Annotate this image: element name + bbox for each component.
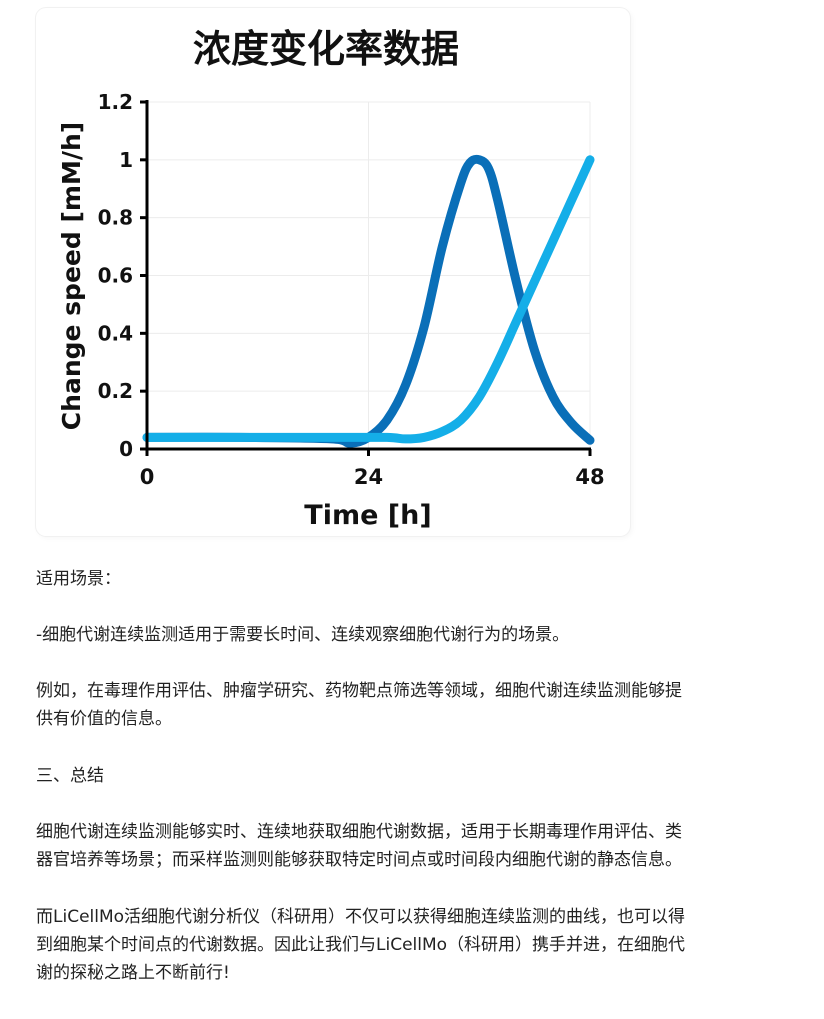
paragraph-line: 到细胞某个时间点的代谢数据。因此让我们与LiCellMo（科研用）携手并进，在细… xyxy=(36,935,686,955)
y-tick-label: 0.6 xyxy=(98,264,133,288)
paragraph-line: 器官培养等场景；而采样监测则能够获取特定时间点或时间段内细胞代谢的静态信息。 xyxy=(36,850,682,870)
x-tick-label: 48 xyxy=(575,465,604,489)
line-chart: 0 0.2 0.4 0.6 0.8 1 1.2 0 24 48 Time [h] Change spe… xyxy=(57,90,605,531)
paragraph-licellmo: 而LiCellMo活细胞代谢分析仪（科研用）不仅可以获得细胞连续监测的曲线，也可… xyxy=(36,903,685,987)
series-line-2 xyxy=(142,155,595,444)
x-axis-label: Time [h] xyxy=(304,500,431,531)
x-tick-label: 24 xyxy=(354,465,383,489)
section-heading-summary: 三、总结 xyxy=(36,766,104,786)
x-tick-label: 0 xyxy=(140,465,155,489)
paragraph-continuous-monitoring: -细胞代谢连续监测适用于需要长时间、连续观察细胞代谢行为的场景。 xyxy=(36,621,569,649)
y-tick-label: 0.2 xyxy=(98,379,133,403)
paragraph-line: 谢的探秘之路上不断前行! xyxy=(36,963,230,983)
chart-title: 浓度变化率数据 xyxy=(192,27,459,71)
y-tick-label: 1.2 xyxy=(98,90,133,114)
paragraph-line: -细胞代谢连续监测适用于需要长时间、连续观察细胞代谢行为的场景。 xyxy=(36,625,570,645)
paragraph-example: 例如，在毒理作用评估、肿瘤学研究、药物靶点筛选等领域，细胞代谢连续监测能够提 供… xyxy=(36,677,682,733)
paragraph-summary: 细胞代谢连续监测能够实时、连续地获取细胞代谢数据，适用于长期毒理作用评估、类 器… xyxy=(36,818,682,874)
series-line-1 xyxy=(142,154,595,448)
y-tick-label: 0.4 xyxy=(98,321,133,345)
y-tick-label: 1 xyxy=(119,148,133,172)
paragraph-line: 细胞代谢连续监测能够实时、连续地获取细胞代谢数据，适用于长期毒理作用评估、类 xyxy=(36,822,682,842)
paragraph-line: 供有价值的信息。 xyxy=(36,709,172,729)
paragraph-line: 例如，在毒理作用评估、肿瘤学研究、药物靶点筛选等领域，细胞代谢连续监测能够提 xyxy=(36,681,682,701)
y-tick-label: 0 xyxy=(119,437,133,461)
y-axis-label: Change speed [mM/h] xyxy=(57,122,86,430)
paragraph-line: 而LiCellMo活细胞代谢分析仪（科研用）不仅可以获得细胞连续监测的曲线，也可… xyxy=(36,907,686,927)
y-tick-label: 0.8 xyxy=(98,206,133,230)
section-label-scenarios: 适用场景： xyxy=(36,569,121,589)
